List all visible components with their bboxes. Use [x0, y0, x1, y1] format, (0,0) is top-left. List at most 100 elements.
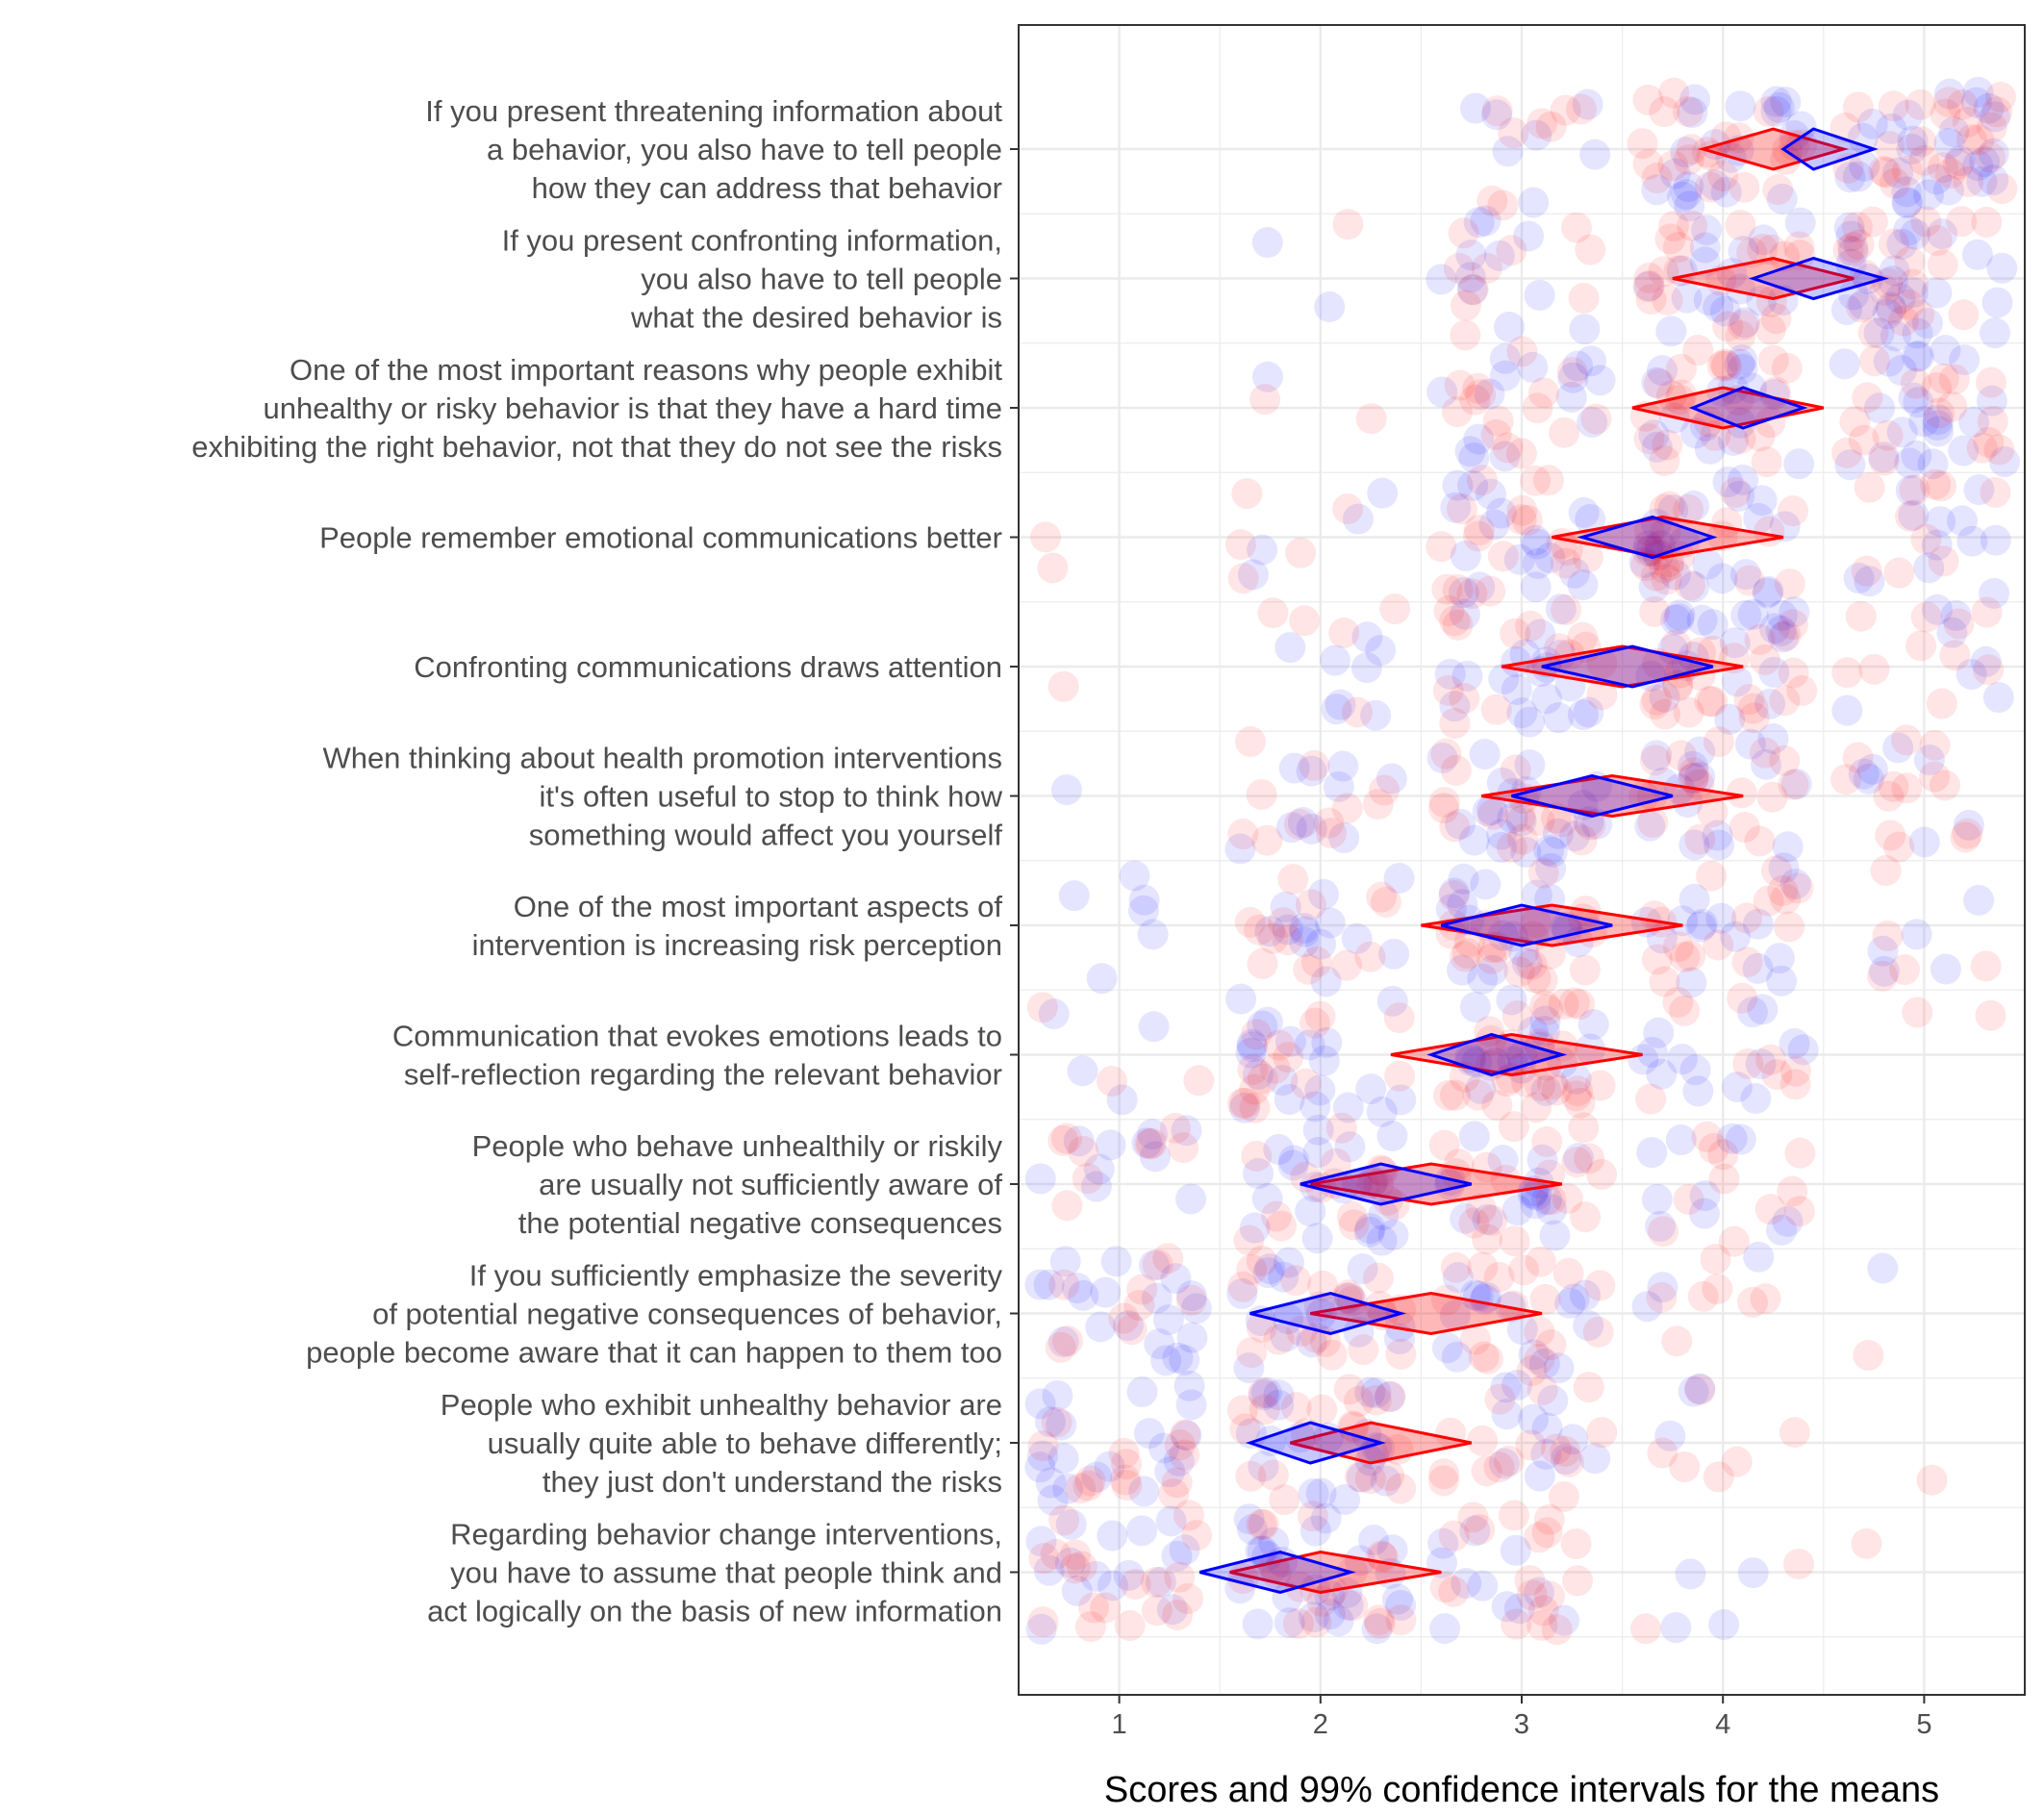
score-point — [1498, 117, 1529, 149]
score-point — [1554, 1287, 1586, 1319]
score-point — [1903, 341, 1934, 372]
score-point — [1978, 164, 2009, 196]
score-point — [1183, 1065, 1215, 1097]
score-point — [1638, 419, 1670, 451]
score-point — [1126, 1515, 1158, 1547]
score-point — [1962, 150, 1994, 182]
score-point — [1908, 406, 1940, 438]
score-point — [1517, 351, 1549, 383]
score-point — [1930, 98, 1961, 130]
item-label-line: self-reflection regarding the relevant b… — [404, 1058, 1002, 1092]
score-point — [1307, 878, 1339, 910]
score-point — [1180, 1293, 1212, 1325]
score-point — [1467, 963, 1499, 995]
score-point — [1963, 884, 1995, 916]
score-point — [1362, 789, 1394, 820]
item-label-line: People remember emotional communications… — [319, 521, 1002, 555]
score-point — [1348, 1334, 1379, 1366]
score-point — [1897, 268, 1929, 300]
score-point — [1758, 613, 1790, 644]
score-point — [1786, 675, 1818, 707]
score-point — [1263, 1389, 1295, 1421]
score-point — [1665, 1124, 1697, 1156]
score-point — [1128, 1476, 1160, 1507]
ci-diamond-blue — [1748, 256, 1890, 301]
score-point — [1385, 1604, 1417, 1636]
score-point — [1709, 348, 1741, 380]
score-point — [1314, 907, 1346, 939]
score-point — [1518, 1339, 1550, 1371]
score-point — [1738, 702, 1770, 734]
score-point — [1646, 1281, 1678, 1313]
score-point — [1429, 1613, 1461, 1645]
score-point — [1487, 189, 1519, 221]
score-point — [1305, 928, 1337, 960]
score-point — [1025, 1613, 1057, 1645]
score-point — [1767, 875, 1799, 907]
score-point — [1175, 1389, 1207, 1421]
score-point — [1703, 1461, 1734, 1493]
score-point — [1745, 1048, 1777, 1080]
score-point — [1960, 87, 1992, 118]
item-label-line: something would affect you yourself — [529, 819, 1003, 852]
score-point — [1882, 157, 1914, 189]
score-point — [1854, 471, 1885, 503]
x-axis-title: Scores and 99% confidence intervals for … — [1104, 1770, 1939, 1810]
score-point — [1858, 345, 1890, 377]
score-point — [1236, 1337, 1268, 1369]
score-point — [1547, 1047, 1578, 1078]
score-point — [1487, 1145, 1519, 1176]
score-point — [1148, 1432, 1180, 1464]
score-point — [1631, 1291, 1663, 1323]
score-point — [1439, 811, 1471, 843]
score-point — [1952, 106, 1983, 138]
score-point — [1277, 864, 1309, 896]
score-point — [1448, 217, 1479, 249]
score-point — [1562, 1075, 1594, 1107]
score-point — [1520, 524, 1552, 556]
score-point — [1702, 820, 1733, 851]
score-point — [1677, 750, 1708, 782]
score-point — [1720, 921, 1752, 952]
score-point — [1314, 1579, 1346, 1611]
score-point — [1842, 742, 1874, 773]
score-point — [1924, 397, 1956, 429]
score-point — [1258, 1527, 1290, 1558]
score-point — [1236, 1253, 1268, 1285]
score-point — [1687, 1280, 1719, 1312]
score-point — [1910, 601, 1942, 633]
score-point — [1152, 1243, 1184, 1274]
score-point — [1536, 836, 1568, 868]
score-point — [1697, 796, 1729, 828]
score-point — [1577, 407, 1608, 439]
score-point — [1426, 531, 1457, 563]
score-point — [1272, 914, 1303, 946]
score-point — [1438, 1520, 1470, 1552]
score-point — [1927, 152, 1958, 184]
score-point — [1557, 1424, 1589, 1455]
score-point — [1905, 88, 1936, 120]
score-point — [1527, 1144, 1558, 1175]
score-point — [1372, 1184, 1403, 1216]
score-point — [1524, 279, 1555, 311]
score-point — [1328, 821, 1360, 853]
score-point — [1682, 1075, 1714, 1107]
score-point — [1497, 1046, 1528, 1077]
score-point — [1295, 1196, 1326, 1227]
score-point — [1853, 763, 1884, 795]
score-point — [1730, 902, 1762, 934]
score-point — [1876, 293, 1907, 325]
score-point — [1568, 1112, 1600, 1144]
score-point — [1956, 124, 1987, 156]
score-point — [1041, 1406, 1072, 1438]
score-point — [1531, 1126, 1563, 1158]
score-point — [1530, 1074, 1562, 1106]
score-point — [1848, 758, 1880, 790]
item-label-line: People who behave unhealthily or riskily — [472, 1129, 1003, 1163]
score-point — [1766, 965, 1798, 997]
score-point — [1472, 1224, 1503, 1255]
score-point — [1451, 1567, 1482, 1599]
score-point — [1643, 1017, 1675, 1048]
score-point — [1024, 1451, 1056, 1483]
score-point — [1505, 504, 1537, 536]
